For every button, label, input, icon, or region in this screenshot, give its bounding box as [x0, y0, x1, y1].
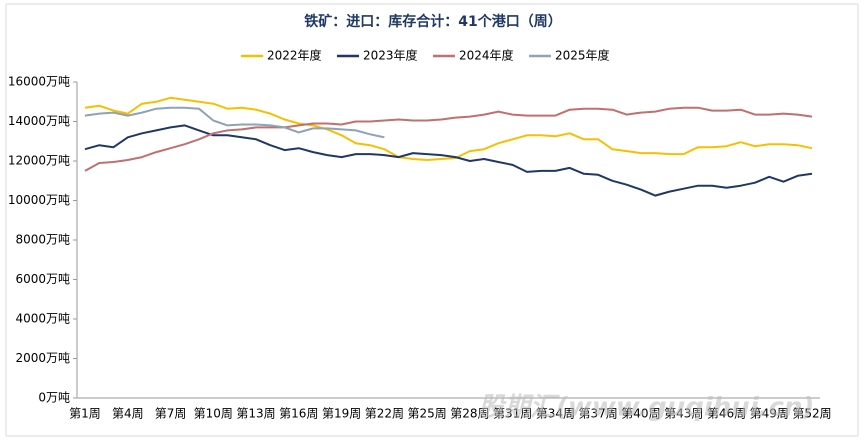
y-tick-label: 12000万吨 [8, 154, 70, 168]
x-tick-label: 第4周 [112, 407, 144, 421]
legend-label: 2023年度 [363, 48, 418, 63]
y-tick-label: 0万吨 [38, 391, 70, 405]
y-tick-label: 2000万吨 [15, 351, 70, 365]
x-tick-label: 第1周 [69, 407, 101, 421]
x-tick-label: 第13周 [236, 407, 275, 421]
x-tick-label: 第46周 [707, 407, 746, 421]
y-tick-label: 16000万吨 [8, 75, 70, 89]
watermark: 股期汇(www.guqihui.cn) [477, 393, 814, 423]
x-tick-label: 第16周 [279, 407, 318, 421]
x-tick-label: 第40周 [621, 407, 660, 421]
x-tick-label: 第22周 [365, 407, 404, 421]
series-line [84, 106, 813, 172]
legend-label: 2025年度 [555, 48, 610, 63]
x-tick-label: 第10周 [194, 407, 233, 421]
series-line [84, 124, 813, 197]
frame [5, 3, 859, 437]
x-tick-label: 第25周 [407, 407, 446, 421]
series-line [84, 96, 813, 161]
y-tick-label: 8000万吨 [15, 233, 70, 247]
legend-label: 2022年度 [267, 48, 322, 63]
x-tick-label: 第31周 [493, 407, 532, 421]
x-tick-label: 第28周 [450, 407, 489, 421]
x-tick-label: 第37周 [579, 407, 618, 421]
x-tick-label: 第7周 [155, 407, 187, 421]
y-tick-label: 4000万吨 [15, 312, 70, 326]
y-tick-label: 10000万吨 [8, 193, 70, 207]
x-tick-label: 第34周 [536, 407, 575, 421]
x-tick-label: 第49周 [750, 407, 789, 421]
x-tick-label: 第52周 [792, 407, 831, 421]
chart-title: 铁矿：进口：库存合计：41个港口（周） [304, 13, 561, 30]
legend-label: 2024年度 [459, 48, 514, 63]
series-line [84, 106, 385, 139]
x-tick-label: 第43周 [664, 407, 703, 421]
y-tick-label: 6000万吨 [15, 272, 70, 286]
x-tick-label: 第19周 [322, 407, 361, 421]
y-tick-label: 14000万吨 [8, 114, 70, 128]
